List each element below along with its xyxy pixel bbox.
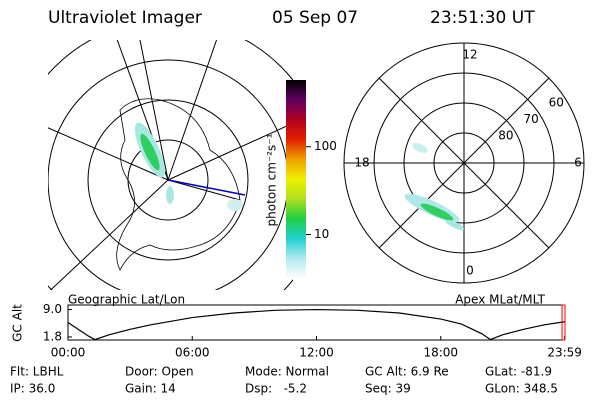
info-field: GLat: -81.9 bbox=[485, 365, 552, 379]
mlt-label: 6 bbox=[574, 156, 582, 170]
altitude-line bbox=[67, 308, 565, 341]
orbit-frame bbox=[67, 304, 566, 341]
x-tick-label: 06:00 bbox=[175, 346, 210, 360]
colorbar-tick-label: 100 bbox=[314, 139, 337, 153]
x-tick-label: 12:00 bbox=[299, 346, 334, 360]
x-tick-label: 00:00 bbox=[51, 346, 86, 360]
info-field: GC Alt: 6.9 Re bbox=[365, 365, 449, 379]
lat-label: 60 bbox=[549, 96, 564, 110]
polar-title: Apex MLat/MLT bbox=[455, 293, 545, 307]
lat-ring bbox=[403, 102, 525, 224]
mlt-label: 12 bbox=[462, 48, 477, 62]
x-tick-label: 23:59 bbox=[547, 346, 582, 360]
info-field: Dsp: -5.2 bbox=[245, 382, 307, 396]
lat-label: 70 bbox=[523, 112, 538, 126]
x-tick-label: 18:00 bbox=[423, 346, 458, 360]
current-time-marker bbox=[561, 304, 566, 341]
polar-aurora bbox=[412, 143, 428, 153]
polar-aurora bbox=[420, 203, 454, 221]
geo-map bbox=[48, 40, 293, 290]
y-tick-label: 9.0 bbox=[43, 302, 62, 316]
colorbar bbox=[286, 80, 306, 278]
lat-label: 80 bbox=[498, 128, 513, 142]
info-field: GLon: 348.5 bbox=[485, 382, 558, 396]
date: 05 Sep 07 bbox=[272, 8, 358, 28]
info-field: Flt: LBHL bbox=[10, 365, 64, 379]
info-field: Seq: 39 bbox=[365, 382, 411, 396]
mlt-label: 18 bbox=[354, 156, 369, 170]
colorbar-label: photon cm⁻²s⁻¹ bbox=[265, 133, 279, 226]
info-field: IP: 36.0 bbox=[10, 382, 55, 396]
info-field: Door: Open bbox=[125, 365, 194, 379]
geo-aurora bbox=[134, 122, 243, 211]
lat-ring bbox=[373, 72, 555, 254]
y-axis-label: GC Alt bbox=[11, 304, 25, 342]
y-tick-label: 1.8 bbox=[43, 329, 62, 343]
mlt-label: 0 bbox=[466, 264, 474, 278]
colorbar-tick-label: 10 bbox=[314, 227, 329, 241]
polar-aurora bbox=[445, 219, 465, 231]
instrument-title: Ultraviolet Imager bbox=[48, 8, 202, 28]
lat-ring bbox=[433, 132, 495, 194]
info-field: Gain: 14 bbox=[125, 382, 176, 396]
info-field: Mode: Normal bbox=[245, 365, 329, 379]
map-title: Geographic Lat/Lon bbox=[68, 293, 185, 307]
time: 23:51:30 UT bbox=[430, 8, 535, 28]
